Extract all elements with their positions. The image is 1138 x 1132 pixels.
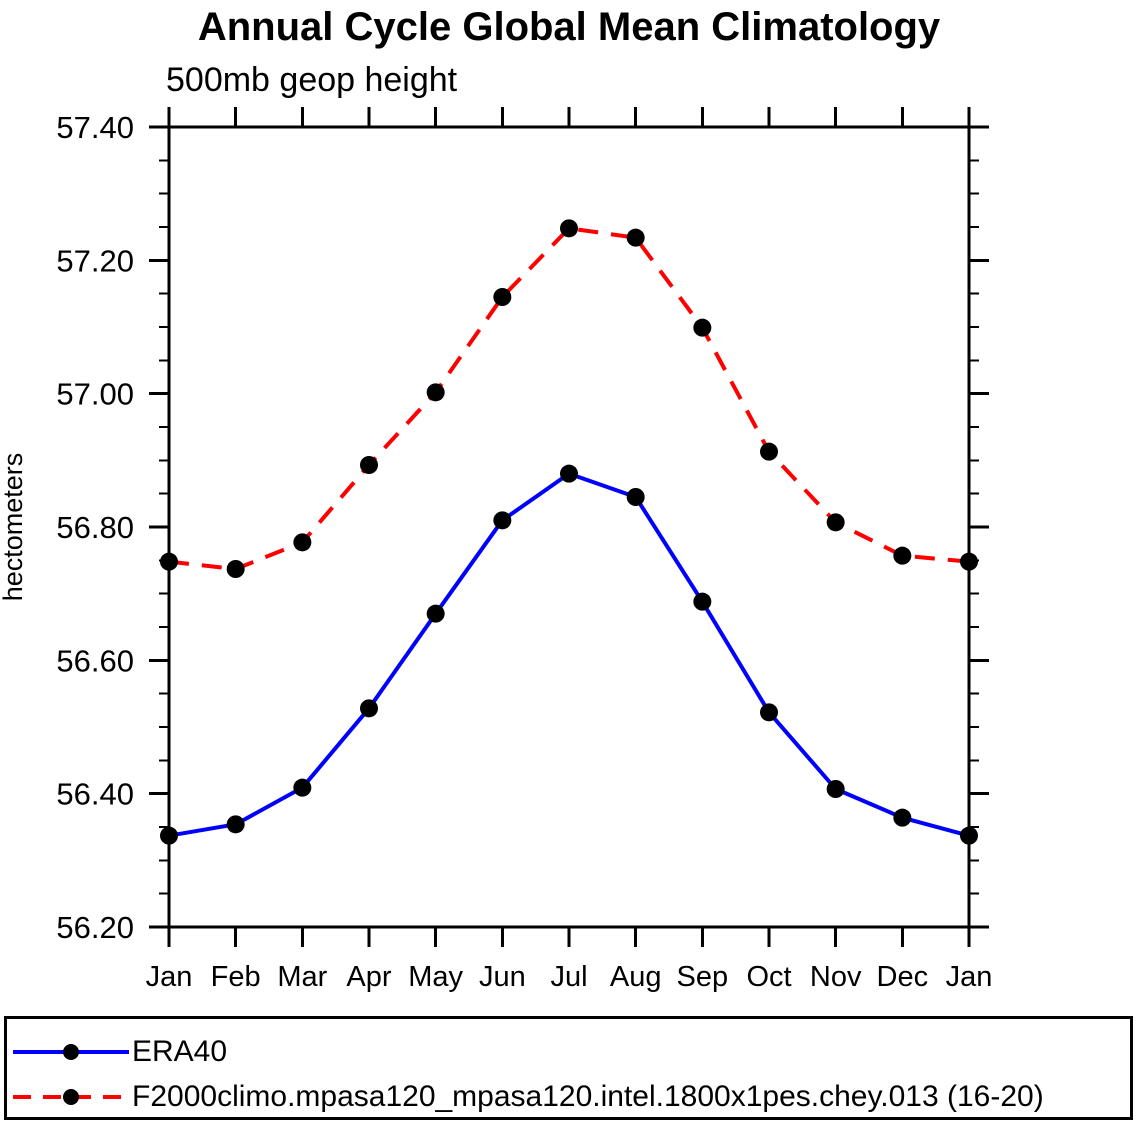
series-marker-1 (426, 383, 445, 402)
x-axis-tick-label: Feb (211, 961, 261, 993)
series-marker-1 (360, 456, 378, 474)
series-marker-1 (493, 288, 512, 306)
chart-plot-area: 56.20 56.40 56.60 56.80 57.00 57.20 57.40 Jan Fe… (0, 107, 993, 993)
series-marker-0 (960, 826, 978, 845)
x-axis-tick-label: Sep (677, 961, 729, 993)
series-marker-1 (293, 533, 312, 552)
legend-label-era40: ERA40 (132, 1035, 228, 1068)
series-line-0 (168, 471, 970, 838)
y-axis-title: hectometers (0, 453, 28, 602)
y-axis-tick-label: 57.40 (56, 110, 134, 145)
series-line-1 (168, 226, 970, 571)
series-marker-0 (693, 592, 712, 611)
legend-item-era40: ERA40 (13, 1036, 227, 1068)
y-axis-tick-label: 57.20 (56, 243, 134, 278)
series-marker-0 (160, 826, 178, 845)
x-axis-tick-label: Jan (946, 961, 993, 993)
x-axis-tick-label: Aug (610, 961, 662, 993)
x-axis-tick-label: Jan (146, 961, 193, 993)
series-marker-0 (360, 699, 378, 718)
x-axis-tick-label: Nov (810, 961, 862, 993)
legend-line-sample-dashed (13, 1089, 129, 1105)
y-axis-tick-label: 56.40 (56, 777, 134, 812)
series-marker-1 (160, 552, 178, 571)
legend: ERA40 F2000climo.mpasa120_mpasa120.intel… (4, 1016, 1133, 1120)
y-axis-tick-label: 56.80 (56, 510, 134, 545)
y-axis-tick-label: 57.00 (56, 377, 134, 412)
x-axis-tick-label: May (408, 961, 463, 993)
chart-title: Annual Cycle Global Mean Climatology (197, 5, 941, 49)
x-axis-tick-label: Apr (346, 961, 391, 993)
y-axis-tick-label: 56.60 (56, 643, 134, 678)
series-marker-0 (626, 488, 645, 506)
series-marker-0 (560, 464, 578, 483)
series-marker-1 (826, 513, 845, 532)
series-marker-0 (426, 604, 445, 623)
series-marker-0 (760, 703, 778, 722)
series-marker-0 (893, 808, 912, 827)
series-marker-1 (626, 228, 645, 247)
legend-line-sample-solid (13, 1044, 129, 1060)
series-marker-1 (960, 552, 978, 571)
x-axis-tick-label: Oct (746, 961, 791, 993)
series-marker-1 (226, 560, 245, 578)
legend-item-model: F2000climo.mpasa120_mpasa120.intel.1800x… (13, 1081, 1044, 1113)
x-axis-tick-label: Jun (479, 961, 526, 993)
series-marker-1 (693, 318, 712, 337)
series-marker-1 (893, 546, 912, 565)
y-axis-tick-label: 56.20 (56, 910, 134, 945)
series-marker-1 (760, 442, 778, 461)
chart-subtitle: 500mb geop height (166, 61, 458, 99)
series-marker-0 (493, 511, 512, 530)
x-axis-tick-label: Dec (877, 961, 929, 993)
series-marker-0 (293, 778, 312, 797)
legend-label-model: F2000climo.mpasa120_mpasa120.intel.1800x… (132, 1080, 1044, 1113)
plot-frame (167, 125, 971, 929)
x-axis-tick-label: Mar (277, 961, 327, 993)
series-marker-1 (560, 219, 578, 238)
x-axis-tick-label: Jul (550, 961, 587, 993)
series-marker-0 (826, 780, 845, 798)
series-marker-0 (226, 815, 245, 834)
